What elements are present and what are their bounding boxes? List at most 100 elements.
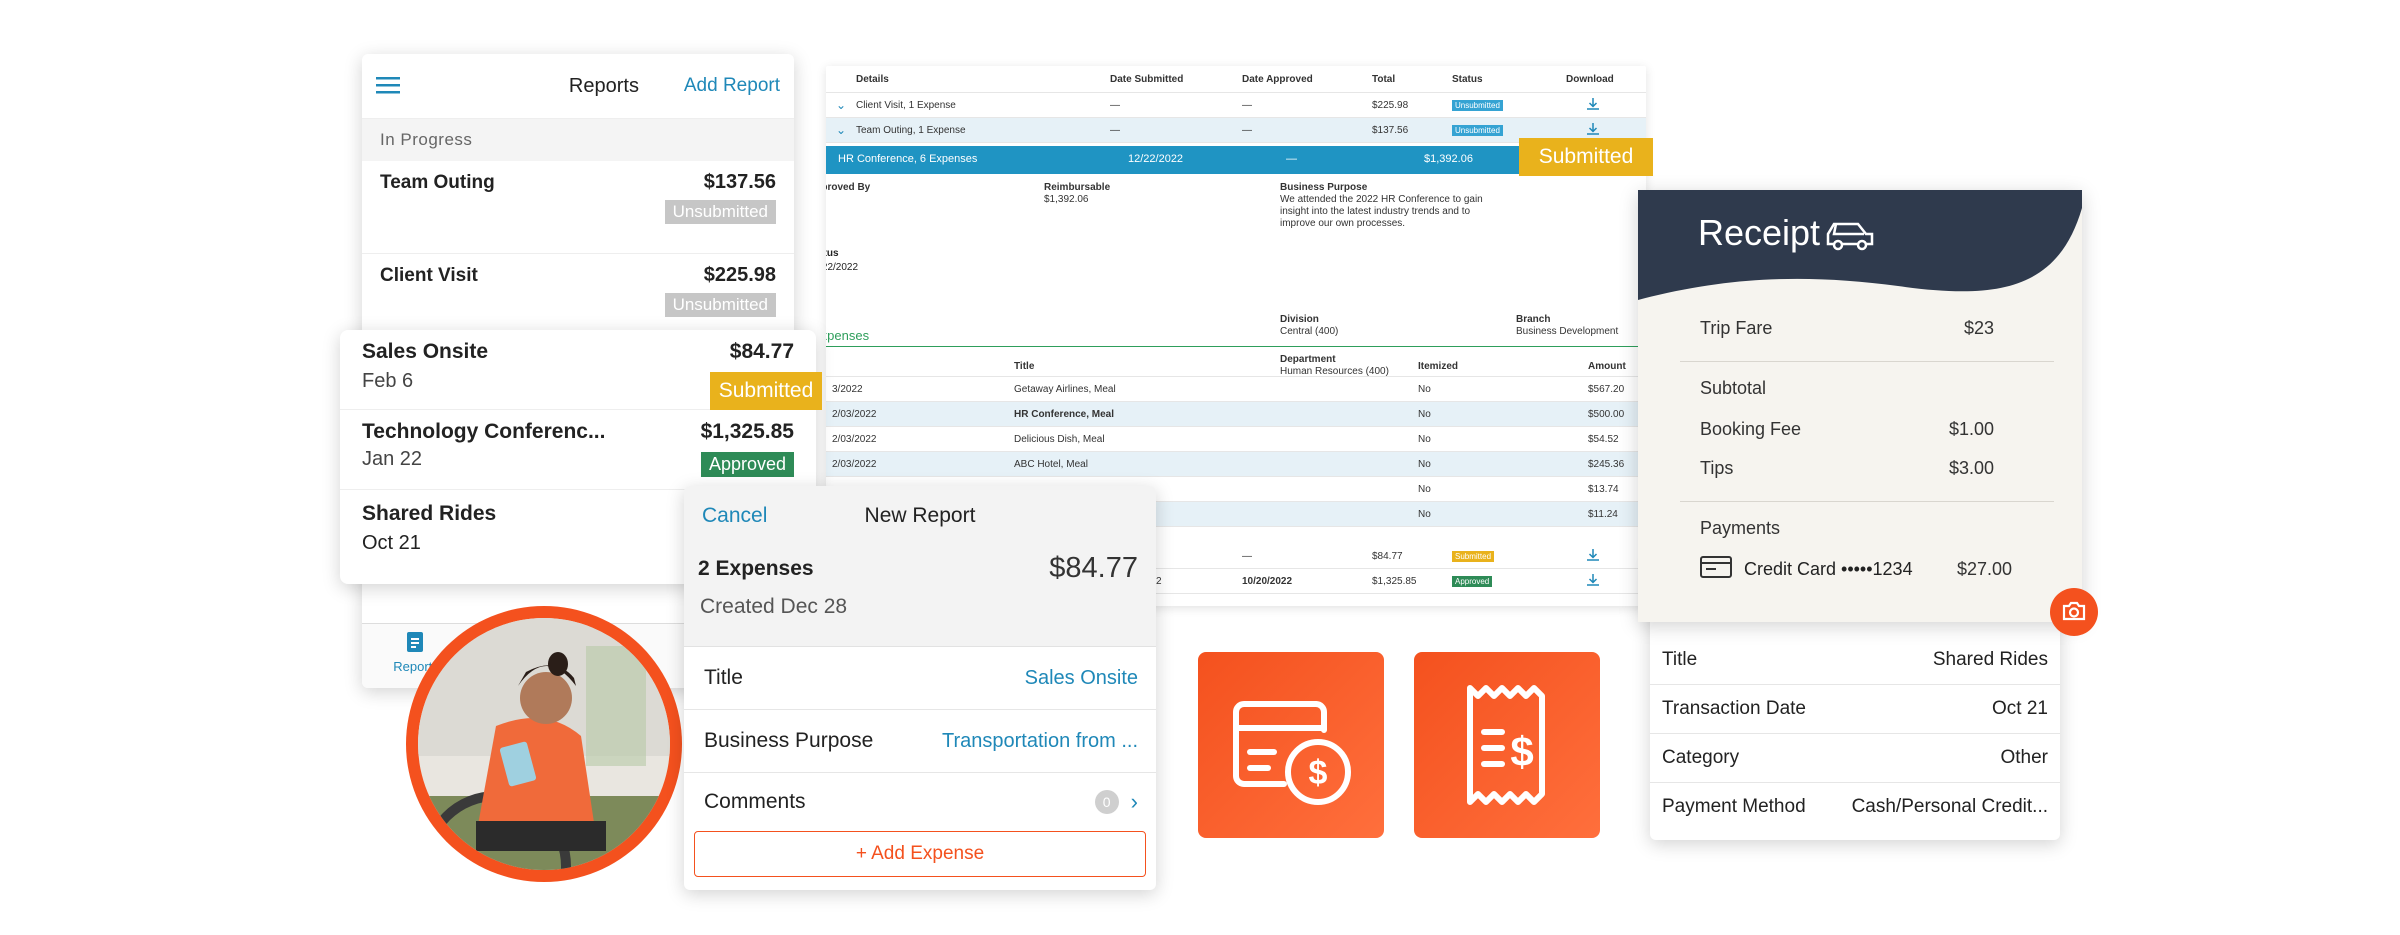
card-dollar-icon: $	[1233, 701, 1351, 805]
table-row[interactable]: ⌄ Team Outing, 1 Expense — — $137.56 Uns…	[826, 118, 1646, 143]
report-item[interactable]: Team Outing $137.56 Unsubmitted	[362, 161, 794, 254]
col-date-submitted: Date Submitted	[1110, 73, 1184, 85]
row-submitted: —	[1110, 99, 1120, 111]
expense-row[interactable]: No $13.74	[826, 477, 1646, 502]
detail-value: Oct 21	[1992, 698, 2048, 719]
add-report-button[interactable]: Add Report	[683, 75, 780, 96]
receipt-title: Receipt	[1698, 212, 1821, 253]
detail-category[interactable]: Category Other	[1650, 734, 2060, 783]
report-total: $84.77	[1049, 552, 1138, 584]
download-icon[interactable]	[1586, 122, 1600, 139]
report-amount: $225.98	[703, 264, 776, 286]
table-row[interactable]: ⌄ Client Visit, 1 Expense — — $225.98 Un…	[826, 93, 1646, 118]
chevron-up-icon[interactable]: ⌃	[826, 151, 827, 167]
chevron-down-icon[interactable]: ⌄	[836, 123, 847, 137]
receipt-dollar-icon: $	[1467, 685, 1545, 805]
report-item[interactable]: Client Visit $225.98 Unsubmitted	[362, 254, 794, 347]
card-payment-tile[interactable]: $	[1198, 652, 1384, 838]
submitted-badge: Submitted	[710, 372, 822, 410]
table-row[interactable]: — $84.77 Submitted	[826, 544, 1646, 569]
expense-itemized: No	[1418, 408, 1431, 420]
expense-amount: $13.74	[1588, 483, 1619, 495]
chevron-down-icon[interactable]: ⌄	[836, 98, 847, 112]
field-label: Title	[704, 666, 743, 689]
expenses-table: Title Itemized Amount 3/2022 Getaway Airl…	[826, 356, 1646, 527]
created-date: Created Dec 28	[700, 595, 848, 618]
detail-payment-method[interactable]: Payment Method Cash/Personal Credit...	[1650, 783, 2060, 831]
cancel-button[interactable]: Cancel	[702, 504, 768, 527]
download-icon[interactable]	[1586, 97, 1600, 114]
camera-button[interactable]	[2050, 588, 2098, 636]
expenses-count: 2 Expenses	[698, 556, 814, 580]
detail-title[interactable]: Title Shared Rides	[1650, 636, 2060, 685]
menu-icon[interactable]	[376, 75, 404, 97]
payment-card-row: Credit Card •••••1234 $27.00	[1700, 555, 2034, 584]
expense-amount: $11.24	[1588, 508, 1618, 520]
col-amount: Amount	[1588, 360, 1626, 372]
detail-value: Cash/Personal Credit...	[1851, 796, 2048, 817]
svg-text:$: $	[1309, 754, 1328, 792]
row-total: $1,325.85	[1372, 575, 1417, 587]
expense-amount: $54.52	[1588, 433, 1619, 445]
expanded-status-badge: Submitted	[1519, 138, 1653, 176]
camera-icon	[2062, 601, 2086, 621]
item-amount: $84.77	[729, 340, 794, 363]
field-label: Business Purpose	[704, 729, 874, 752]
field-value: Sales Onsite	[1024, 666, 1138, 689]
booking-fee-label: Booking Fee	[1700, 419, 1802, 439]
purpose-label: Business Purpose	[1280, 182, 1368, 193]
section-label: In Progress	[362, 119, 794, 161]
svg-text:$: $	[1510, 728, 1533, 775]
receipt-tile[interactable]: $	[1414, 652, 1600, 838]
branch-label: Branch	[1516, 314, 1551, 325]
receipt-card: Receipt Trip Fare $23 Subtotal Booking Fe…	[1638, 190, 2082, 622]
title-field[interactable]: Title Sales Onsite	[684, 647, 1156, 710]
reports-header: Reports Add Report	[362, 54, 794, 119]
status-badge: Approved	[700, 452, 794, 477]
item-name: Sales Onsite	[362, 340, 489, 363]
reports-title: Reports	[568, 74, 639, 97]
department-value: Human Resources (400)	[1280, 366, 1389, 377]
expense-title: ABC Hotel, Meal	[1014, 458, 1088, 470]
business-purpose-field[interactable]: Business Purpose Transportation from ...	[684, 710, 1156, 773]
comments-field[interactable]: Comments 0 ›	[684, 773, 1156, 831]
expense-date: 2/03/2022	[832, 458, 877, 470]
expense-list-card: Sales Onsite $84.77 Feb 6 Technology Conf…	[340, 330, 816, 584]
expense-itemized: No	[1418, 383, 1431, 395]
expense-row[interactable]: 2/03/2022 ABC Hotel, Meal No $245.36	[826, 452, 1646, 477]
row-details: Team Outing, 1 Expense	[856, 124, 966, 136]
expense-amount: $567.20	[1588, 383, 1625, 395]
item-date: Oct 21	[362, 532, 421, 554]
division-value: Central (400)	[1280, 326, 1339, 337]
card-label: Credit Card •••••1234	[1744, 559, 1913, 579]
user-photo	[406, 606, 682, 882]
expense-row[interactable]: 2/03/2022 HR Conference, Meal No $500.00	[826, 402, 1646, 427]
expense-row[interactable]: 3/2022 Getaway Airlines, Meal No $567.20	[826, 377, 1646, 402]
download-icon[interactable]	[1586, 573, 1600, 590]
list-item[interactable]: Shared Rides Oct 21	[340, 490, 816, 570]
tips-value: $3.00	[1948, 458, 1994, 478]
reports-tab-icon	[405, 630, 427, 654]
download-icon[interactable]	[1586, 548, 1600, 565]
expense-row[interactable]: 2/03/2022 Delicious Dish, Meal No $54.52	[826, 427, 1646, 452]
add-expense-button[interactable]: + Add Expense	[694, 831, 1146, 877]
expense-title: HR Conference, Meal	[1014, 408, 1115, 420]
detail-value: Shared Rides	[1932, 649, 2048, 670]
chevron-right-icon[interactable]: ›	[1130, 789, 1138, 814]
row-approved: —	[1242, 550, 1252, 562]
detail-transaction-date[interactable]: Transaction Date Oct 21	[1650, 685, 2060, 734]
comment-count-badge: 0	[1094, 790, 1119, 814]
person-illustration	[418, 618, 670, 870]
field-value: Transportation from ...	[942, 729, 1138, 752]
credit-card-icon	[1700, 555, 1732, 584]
table-header: Details Date Submitted Date Approved Tot…	[826, 66, 1646, 143]
list-item[interactable]: Sales Onsite $84.77 Feb 6	[340, 330, 816, 410]
row-details: HR Conference, 6 Expenses	[838, 153, 978, 165]
col-details: Details	[856, 73, 889, 85]
table-row[interactable]: 2 10/20/2022 $1,325.85 Approved	[826, 569, 1646, 594]
item-amount: $1,325.85	[700, 420, 794, 443]
expanded-row-header[interactable]: ⌃ HR Conference, 6 Expenses 12/22/2022 —…	[826, 146, 1646, 174]
list-item[interactable]: Technology Conferenc... $1,325.85 Jan 22 …	[340, 410, 816, 490]
detail-label: Category	[1662, 747, 1740, 768]
status-value: 12/22/2022	[826, 262, 859, 273]
